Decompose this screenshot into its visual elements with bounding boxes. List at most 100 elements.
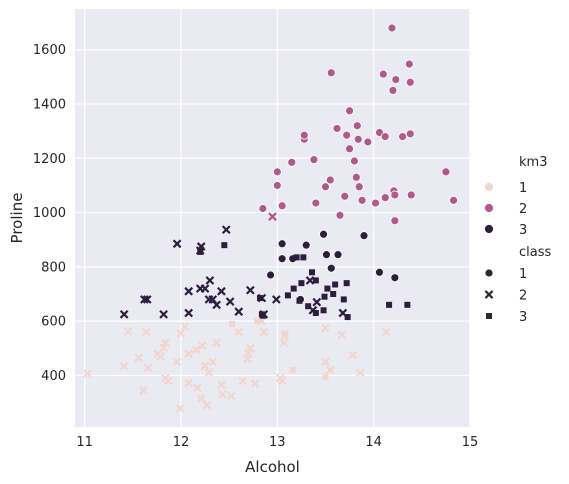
y-tick-label: 400 <box>41 369 66 384</box>
data-point <box>200 284 210 293</box>
data-point <box>305 303 312 310</box>
data-point <box>386 301 393 308</box>
data-point <box>208 357 218 367</box>
data-point <box>143 363 153 373</box>
data-point <box>161 338 170 348</box>
data-point <box>353 134 363 144</box>
data-point <box>388 86 398 95</box>
data-point <box>200 361 210 371</box>
data-point <box>405 77 415 87</box>
data-point <box>268 212 277 221</box>
data-point <box>390 273 400 283</box>
data-point <box>175 404 185 413</box>
data-point <box>221 225 231 235</box>
legend-style-marker <box>484 290 494 299</box>
data-point <box>381 327 391 337</box>
data-point <box>405 129 415 139</box>
data-point <box>325 175 335 185</box>
x-tick-label: 13 <box>269 435 286 450</box>
data-point <box>197 341 207 350</box>
data-point <box>226 391 236 401</box>
data-point <box>134 353 143 363</box>
grid-lines <box>75 9 471 427</box>
data-point <box>363 137 373 147</box>
data-point <box>123 327 133 336</box>
data-point <box>259 327 269 337</box>
data-point <box>359 231 369 241</box>
y-tick-labels: 400 600 800 1000 1200 1400 1600 <box>33 43 66 384</box>
data-point <box>184 349 194 359</box>
data-point <box>221 242 228 249</box>
data-point <box>159 310 168 319</box>
data-point <box>321 293 328 300</box>
data-point <box>217 286 226 296</box>
data-point <box>312 277 319 284</box>
data-point <box>238 376 247 386</box>
data-point <box>404 301 411 308</box>
y-tick-label: 1000 <box>33 206 66 221</box>
data-point <box>208 295 218 304</box>
data-point <box>212 338 221 348</box>
data-point <box>324 285 331 292</box>
data-point <box>259 312 266 319</box>
data-point <box>321 323 330 333</box>
data-point <box>343 280 350 287</box>
data-point <box>322 373 329 380</box>
data-point <box>380 132 390 141</box>
x-tick-label: 14 <box>365 435 382 450</box>
legend-hue-marker <box>484 203 494 213</box>
data-point <box>184 308 194 318</box>
data-point <box>212 300 221 310</box>
data-point <box>387 23 397 33</box>
data-point <box>352 121 362 131</box>
data-point <box>192 383 202 392</box>
data-point <box>337 330 347 340</box>
data-point <box>354 182 364 192</box>
data-point <box>311 198 321 208</box>
legend-style-label: 1 <box>519 267 527 282</box>
data-point <box>272 167 282 177</box>
data-point <box>332 281 339 288</box>
data-point <box>301 240 311 250</box>
data-point <box>192 345 201 354</box>
data-point <box>406 190 416 200</box>
data-point <box>335 210 345 220</box>
data-point <box>277 201 287 211</box>
legend-style-label: 2 <box>519 289 527 304</box>
data-point <box>441 167 451 177</box>
data-point <box>325 365 335 375</box>
data-point <box>204 368 214 378</box>
data-point <box>312 310 319 316</box>
legend-hue-label: 3 <box>519 223 527 238</box>
data-point <box>321 182 330 192</box>
data-point <box>245 285 255 295</box>
x-tick-labels: 11 12 13 14 15 <box>76 435 478 450</box>
legend-style-title: class <box>519 245 551 260</box>
data-point <box>309 269 315 276</box>
data-point <box>289 367 296 373</box>
data-point <box>355 368 365 378</box>
y-tick-label: 800 <box>41 260 66 275</box>
data-point <box>378 69 388 79</box>
data-point <box>349 156 359 166</box>
data-point <box>293 254 300 261</box>
data-point <box>333 250 343 260</box>
y-tick-label: 1200 <box>33 152 66 167</box>
y-tick-label: 600 <box>41 315 66 330</box>
data-point <box>320 307 327 314</box>
data-point <box>345 144 354 154</box>
data-point <box>184 378 194 388</box>
data-point <box>305 276 315 285</box>
data-point <box>225 297 235 306</box>
legend-hue-marker <box>484 182 494 192</box>
data-point <box>326 68 336 78</box>
x-tick-label: 15 <box>462 435 479 450</box>
legend-hue-marker <box>484 224 494 234</box>
y-tick-label: 1400 <box>33 98 66 113</box>
y-tick-label: 1600 <box>33 43 66 58</box>
legend-style-marker <box>486 313 492 319</box>
legend-style-marker <box>484 268 494 278</box>
data-point <box>290 285 297 292</box>
data-point <box>296 297 303 304</box>
data-point <box>196 242 206 251</box>
